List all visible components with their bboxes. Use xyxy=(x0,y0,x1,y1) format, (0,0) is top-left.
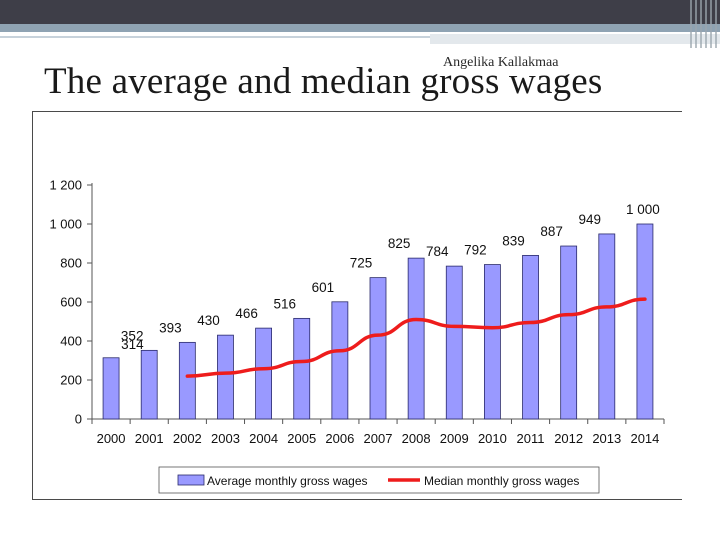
x-tick-label: 2010 xyxy=(478,431,507,446)
bar-2005 xyxy=(293,317,311,420)
legend-label-median: Median monthly gross wages xyxy=(424,474,579,488)
slide-header-notch xyxy=(430,34,720,44)
bar-2012 xyxy=(560,245,578,420)
x-tick-label: 2009 xyxy=(440,431,469,446)
median-line-layer xyxy=(185,297,647,378)
bar-2008 xyxy=(407,257,425,420)
bar-value-label: 949 xyxy=(579,212,602,227)
bar-value-label: 784 xyxy=(426,244,449,259)
bar-2004 xyxy=(255,327,273,420)
bar-value-label: 1 000 xyxy=(626,202,660,217)
legend-label-average: Average monthly gross wages xyxy=(207,474,368,488)
bar-value-label: 601 xyxy=(312,280,335,295)
chart-legend: Average monthly gross wages Median monthl… xyxy=(158,466,600,494)
x-tick-label: 2002 xyxy=(173,431,202,446)
median-line xyxy=(185,297,647,378)
y-tick-label: 1 200 xyxy=(49,178,82,193)
bar-2000 xyxy=(102,357,120,420)
bar-value-label: 725 xyxy=(350,256,373,271)
bar-value-label: 314 xyxy=(121,337,144,352)
bar-value-label: 792 xyxy=(464,243,487,258)
bar-2006 xyxy=(331,301,349,420)
y-tick-label: 0 xyxy=(75,412,82,427)
bar-2009 xyxy=(445,265,463,420)
bar-2007 xyxy=(369,277,387,420)
slide-header-accent xyxy=(0,24,720,32)
x-tick-label: 2005 xyxy=(287,431,316,446)
x-tick-label: 2008 xyxy=(402,431,431,446)
y-tick-label: 200 xyxy=(60,373,82,388)
bar-2014 xyxy=(636,223,654,420)
legend-box xyxy=(158,466,600,494)
bar-2011 xyxy=(522,254,539,420)
x-tick-label: 2004 xyxy=(249,431,278,446)
bar-value-label: 466 xyxy=(235,306,258,321)
y-tick-label: 600 xyxy=(60,295,82,310)
bar-value-label: 516 xyxy=(273,296,296,311)
bar-value-label: 825 xyxy=(388,236,411,251)
bar-value-label: 887 xyxy=(540,224,563,239)
average-bars xyxy=(102,223,654,420)
bar-2003 xyxy=(217,334,234,420)
bar-2001 xyxy=(140,349,158,420)
bar-value-label: 839 xyxy=(502,233,525,248)
chart-axes: 0 200 400 600 800 1 000 1 200 2000 2001 2002 2003 2… xyxy=(49,178,665,446)
x-tick-label: 2011 xyxy=(517,431,545,446)
bar-value-label: 430 xyxy=(197,313,220,328)
y-tick-label: 400 xyxy=(60,334,82,349)
bar-2010 xyxy=(483,264,501,420)
y-tick-label: 1 000 xyxy=(49,217,82,232)
slide-title: The average and median gross wages xyxy=(44,61,603,102)
bar-2002 xyxy=(178,341,196,420)
slide-author: Angelika Kallakmaa xyxy=(443,55,559,70)
legend-swatch-average xyxy=(177,474,205,486)
x-tick-label: 2013 xyxy=(592,431,621,446)
slide-header-stripes xyxy=(690,0,720,48)
chart-frame xyxy=(32,111,682,500)
bar-value-label: 352 xyxy=(121,328,144,343)
x-tick-label: 2006 xyxy=(325,431,354,446)
x-tick-label: 2007 xyxy=(364,431,393,446)
y-tick-label: 800 xyxy=(60,256,82,271)
x-tick-label: 2012 xyxy=(554,431,583,446)
x-tick-label: 2001 xyxy=(135,431,164,446)
bar-value-label: 393 xyxy=(159,320,182,335)
x-tick-label: 2000 xyxy=(97,431,126,446)
slide-header-bar xyxy=(0,0,720,24)
x-tick-label: 2014 xyxy=(630,431,659,446)
bar-2013 xyxy=(598,233,616,420)
x-tick-label: 2003 xyxy=(211,431,240,446)
slide-header-rule xyxy=(0,36,720,38)
